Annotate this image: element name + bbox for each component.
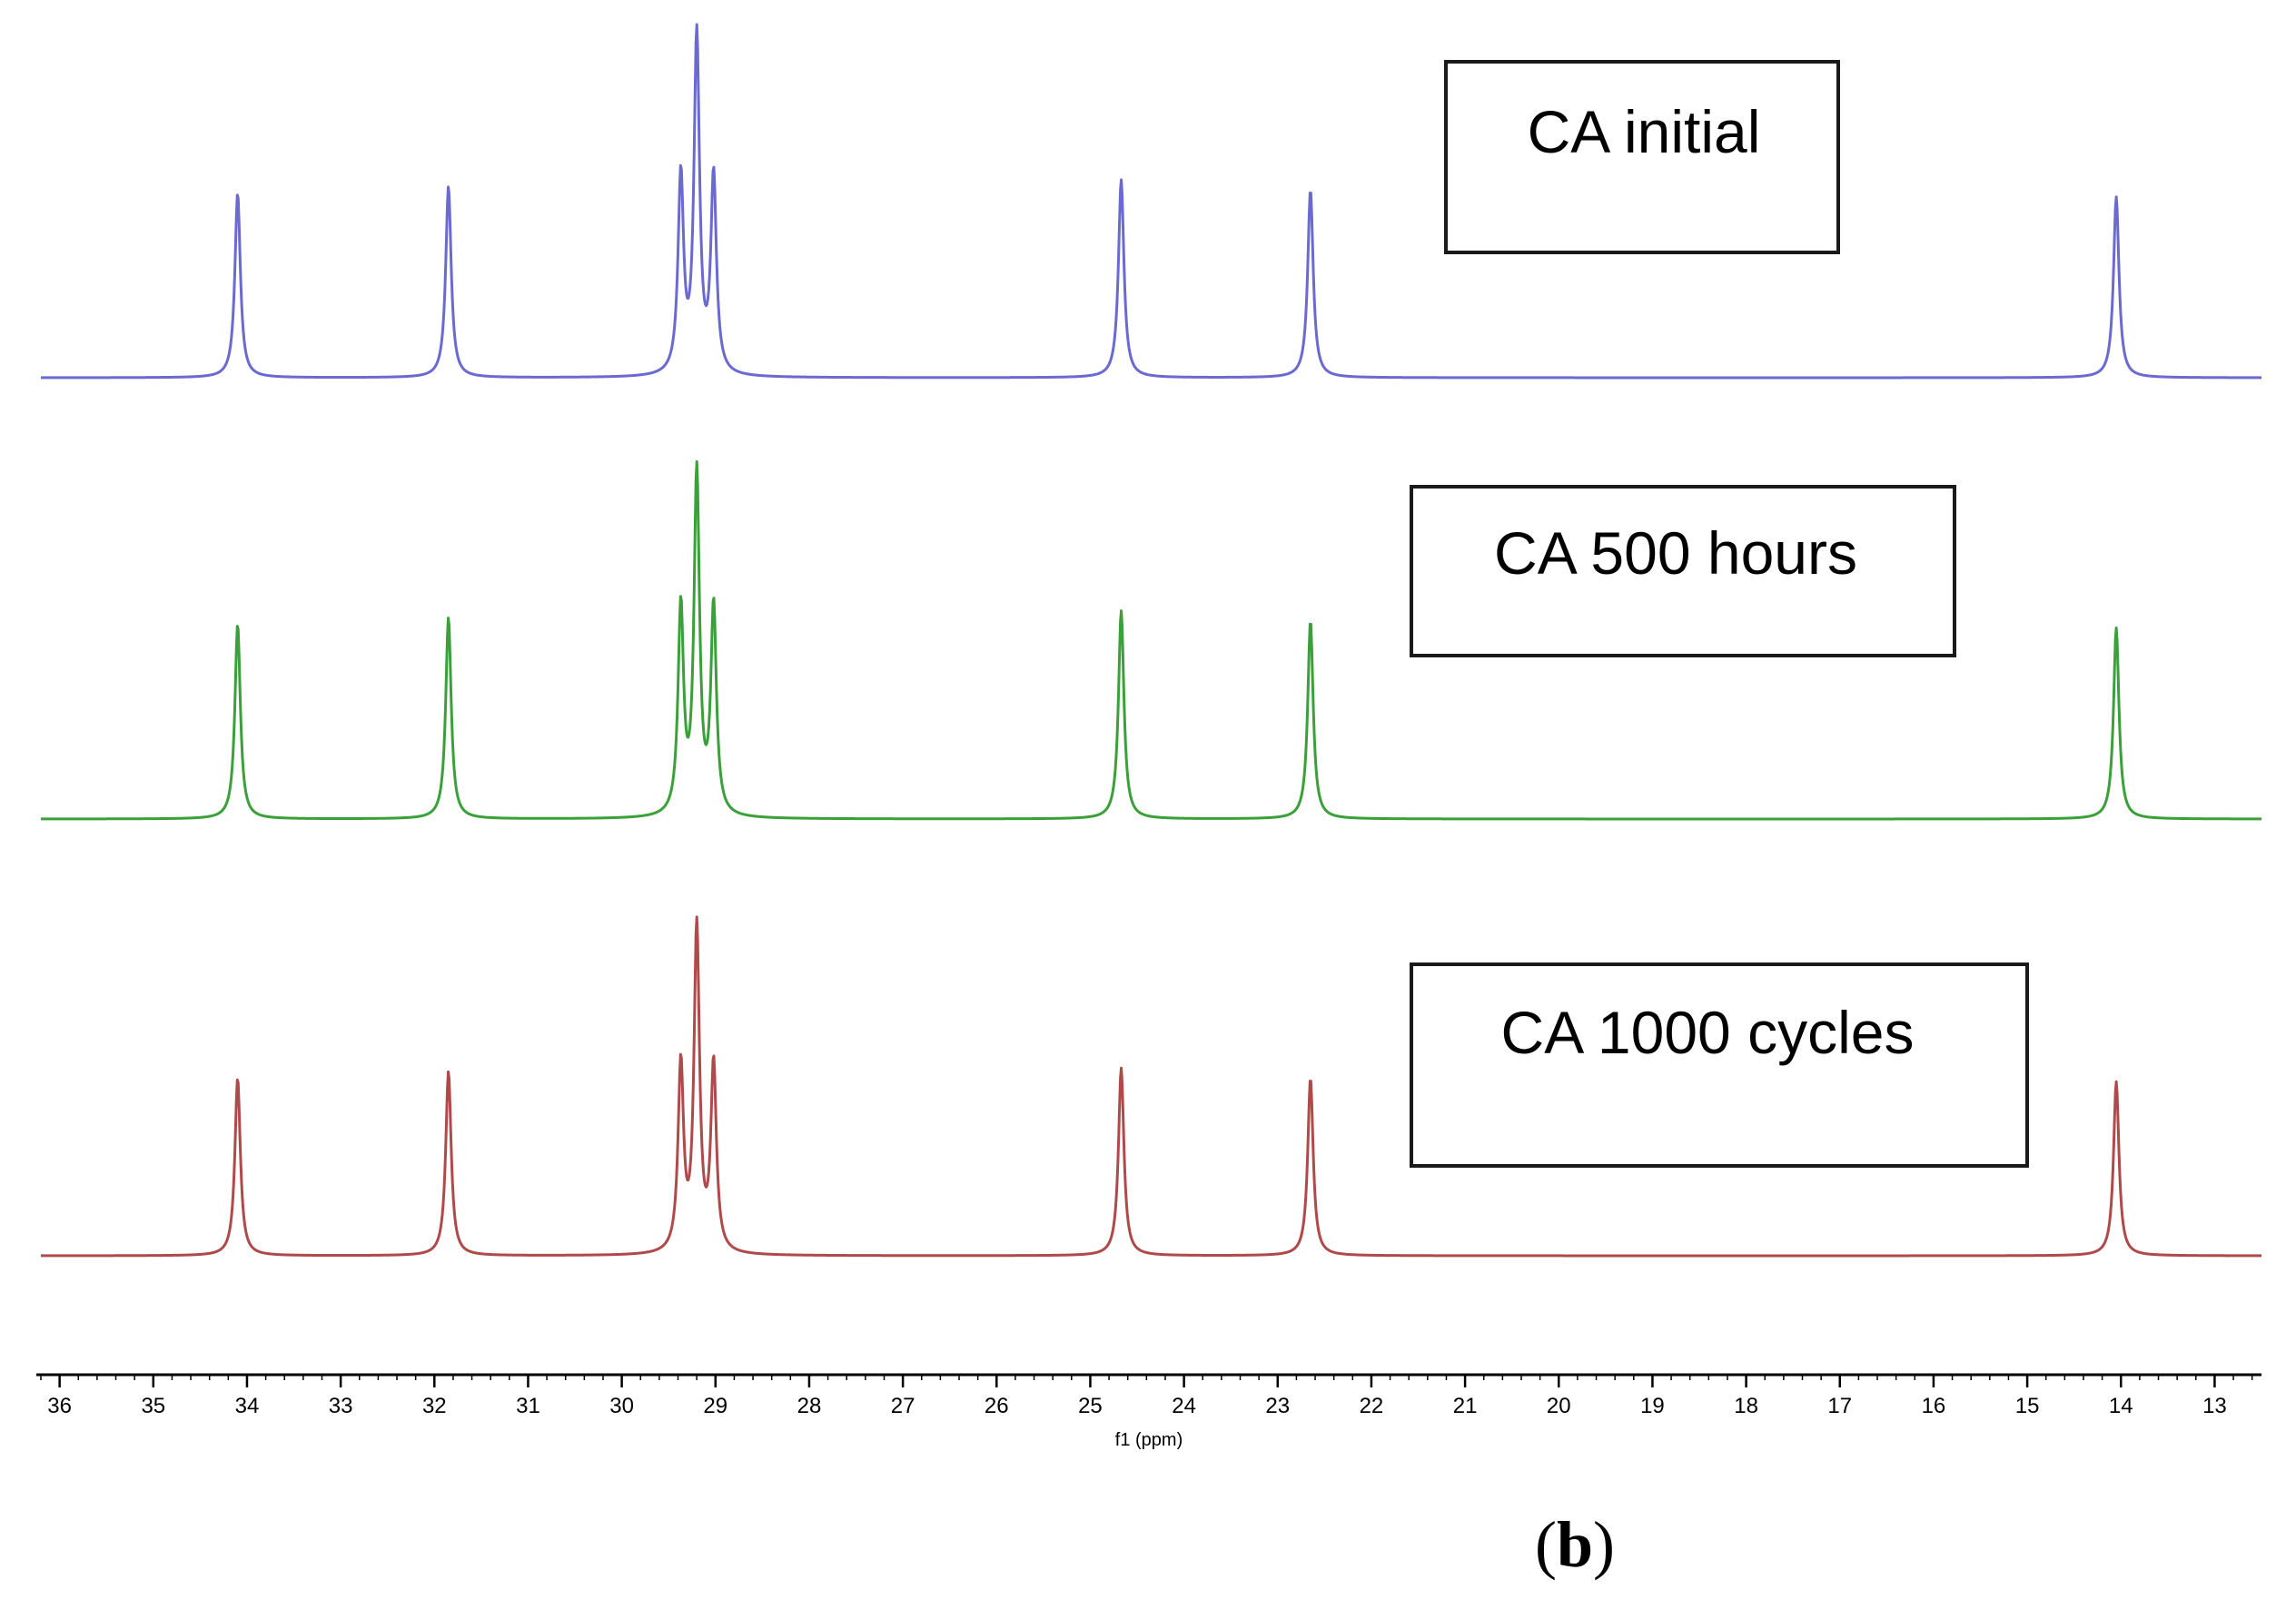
spectrum-line-2 (40, 459, 2262, 821)
legend-boxes: CA initial CA 500 hours CA 1000 cycles (1410, 60, 2029, 1168)
x-axis: 36 35 34 33 32 31 30 29 28 27 26 25 24 23 22 21 20 19 18 17… (36, 1373, 2261, 1418)
x-tick-label: 26 (985, 1394, 1009, 1418)
x-tick-label: 31 (516, 1394, 540, 1418)
x-tick-label: 25 (1078, 1394, 1103, 1418)
x-tick-label: 16 (1922, 1394, 1946, 1418)
x-tick-label: 20 (1547, 1394, 1571, 1418)
x-tick-label: 17 (1827, 1394, 1852, 1418)
x-tick-label: 21 (1453, 1394, 1478, 1418)
x-tick-label: 14 (2109, 1394, 2133, 1418)
x-tick-label: 24 (1172, 1394, 1196, 1418)
x-tick-label: 35 (141, 1394, 165, 1418)
x-tick-label: 18 (1734, 1394, 1758, 1418)
panel-label: (b) (1535, 1508, 1616, 1581)
spectrum-line-1 (40, 23, 2262, 380)
legend-label-2: CA 500 hours (1494, 519, 1857, 587)
x-tick-label: 22 (1360, 1394, 1384, 1418)
x-tick-label: 29 (703, 1394, 727, 1418)
x-tick-label: 13 (2202, 1394, 2227, 1418)
x-tick-label: 36 (47, 1394, 72, 1418)
legend-box-3 (1410, 962, 2029, 1168)
panel-label-letter: b (1556, 1508, 1594, 1581)
x-tick-label: 34 (235, 1394, 260, 1418)
legend-box-2 (1410, 485, 1956, 657)
x-tick-label: 27 (891, 1394, 915, 1418)
x-tick-label: 32 (422, 1394, 447, 1418)
x-tick-label: 23 (1265, 1394, 1290, 1418)
legend-box-1 (1444, 60, 1840, 254)
x-tick-label: 33 (329, 1394, 353, 1418)
x-axis-title: f1 (ppm) (1115, 1430, 1183, 1450)
legend-label-3: CA 1000 cycles (1501, 999, 1915, 1066)
x-tick-label: 19 (1640, 1394, 1665, 1418)
legend-label-1: CA initial (1528, 98, 1761, 165)
spectrum-traces (40, 23, 2262, 1258)
x-tick-label: 15 (2015, 1394, 2040, 1418)
x-tick-label: 30 (609, 1394, 634, 1418)
x-tick-label: 28 (797, 1394, 822, 1418)
spectrum-line-3 (40, 915, 2262, 1258)
